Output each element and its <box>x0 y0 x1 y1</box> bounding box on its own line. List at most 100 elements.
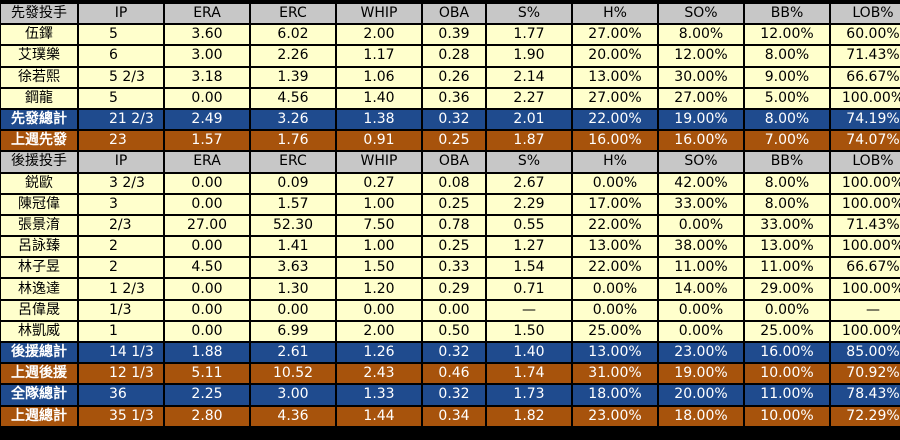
stat-lob: 100.00% <box>831 88 900 108</box>
stat-erc: 1.30 <box>251 279 335 299</box>
stat-bb: 8.00% <box>745 109 829 130</box>
stat-oba: 0.46 <box>423 364 485 384</box>
stat-whip: 2.43 <box>337 364 421 384</box>
stat-so: 14.00% <box>659 279 743 299</box>
stat-erc: 0.00 <box>251 300 335 320</box>
stat-ip: 3 <box>79 194 163 214</box>
stat-h: 23.00% <box>573 406 657 426</box>
stat-oba: 0.33 <box>423 258 485 278</box>
column-header: IP <box>79 4 163 24</box>
stat-h: 22.00% <box>573 258 657 278</box>
stat-era: 3.18 <box>165 67 249 87</box>
column-header: SO% <box>659 152 743 172</box>
stat-oba: 0.25 <box>423 194 485 214</box>
stat-ip: 3 2/3 <box>79 173 163 193</box>
pitcher-name: 鋼龍 <box>1 88 77 108</box>
stat-h: 17.00% <box>573 194 657 214</box>
stat-erc: 52.30 <box>251 215 335 236</box>
stat-lob: 85.00% <box>831 343 900 363</box>
column-header: LOB% <box>831 152 900 172</box>
stat-so: 27.00% <box>659 88 743 108</box>
stat-oba: 0.25 <box>423 131 485 151</box>
stat-era: 2.80 <box>165 406 249 426</box>
stat-era: 0.00 <box>165 194 249 214</box>
relievers-total-row: 後援總計 14 1/3 1.88 2.61 1.26 0.32 1.40 13.00% 23.0… <box>1 343 900 363</box>
stat-so: 33.00% <box>659 194 743 214</box>
column-header: OBA <box>423 4 485 24</box>
stat-h: 16.00% <box>573 131 657 151</box>
stat-whip: 1.26 <box>337 343 421 363</box>
stat-whip: 1.06 <box>337 67 421 87</box>
stat-oba: 0.78 <box>423 215 485 236</box>
team-total-row: 全隊總計 36 2.25 3.00 1.33 0.32 1.73 18.00% 20.00% 11… <box>1 385 900 405</box>
stat-h: 0.00% <box>573 300 657 320</box>
stat-lob: 100.00% <box>831 321 900 341</box>
stat-so: 8.00% <box>659 25 743 45</box>
section-header-label: 先發投手 <box>1 4 77 24</box>
stat-erc: 1.41 <box>251 237 335 257</box>
stat-ip: 2/3 <box>79 215 163 236</box>
pitcher-name: 林凱威 <box>1 321 77 341</box>
stat-erc: 0.09 <box>251 173 335 193</box>
stat-bb: 8.00% <box>745 46 829 66</box>
stat-so: 16.00% <box>659 131 743 151</box>
stat-h: 18.00% <box>573 385 657 405</box>
stat-lob: 66.67% <box>831 67 900 87</box>
stat-h: 25.00% <box>573 321 657 341</box>
stat-so: 20.00% <box>659 385 743 405</box>
stat-bb: 13.00% <box>745 237 829 257</box>
table-row: 張景淯 2/3 27.00 52.30 7.50 0.78 0.55 22.00% 0.00% 3… <box>1 215 900 236</box>
stat-h: 0.00% <box>573 279 657 299</box>
stat-erc: 1.57 <box>251 194 335 214</box>
stat-s: 1.54 <box>487 258 571 278</box>
stat-so: 30.00% <box>659 67 743 87</box>
stat-era: 1.88 <box>165 343 249 363</box>
stat-ip: 36 <box>79 385 163 405</box>
stat-era: 1.57 <box>165 131 249 151</box>
stat-lob: 74.07% <box>831 131 900 151</box>
table-row: 艾璞樂 6 3.00 2.26 1.17 0.28 1.90 20.00% 12.00% 8.00… <box>1 46 900 66</box>
stat-ip: 23 <box>79 131 163 151</box>
column-header: S% <box>487 152 571 172</box>
stat-s: 1.73 <box>487 385 571 405</box>
stat-s: 2.14 <box>487 67 571 87</box>
stat-so: 18.00% <box>659 406 743 426</box>
starters-total-row: 先發總計 21 2/3 2.49 3.26 1.38 0.32 2.01 22.00% 19.0… <box>1 109 900 130</box>
stat-oba: 0.00 <box>423 300 485 320</box>
stat-oba: 0.39 <box>423 25 485 45</box>
stat-whip: 0.27 <box>337 173 421 193</box>
stat-bb: 10.00% <box>745 364 829 384</box>
table-row: 鋼龍 5 0.00 4.56 1.40 0.36 2.27 27.00% 27.00% 5.00%… <box>1 88 900 108</box>
stat-so: 19.00% <box>659 109 743 130</box>
relievers-header-row: 後援投手 IP ERA ERC WHIP OBA S% H% SO% BB% LOB% <box>1 152 900 172</box>
stat-whip: 1.33 <box>337 385 421 405</box>
pitcher-name: 張景淯 <box>1 215 77 236</box>
column-header: IP <box>79 152 163 172</box>
stat-era: 27.00 <box>165 215 249 236</box>
column-header: WHIP <box>337 152 421 172</box>
stat-whip: 1.38 <box>337 109 421 130</box>
stat-lob: 70.92% <box>831 364 900 384</box>
stat-whip: 1.20 <box>337 279 421 299</box>
stat-ip: 5 <box>79 88 163 108</box>
table-row: 鋭歐 3 2/3 0.00 0.09 0.27 0.08 2.67 0.00% 42.00% 8.… <box>1 173 900 193</box>
stat-so: 42.00% <box>659 173 743 193</box>
stat-s: — <box>487 300 571 320</box>
stat-h: 13.00% <box>573 67 657 87</box>
stat-era: 0.00 <box>165 300 249 320</box>
stat-oba: 0.32 <box>423 385 485 405</box>
stat-so: 0.00% <box>659 300 743 320</box>
stat-bb: 0.00% <box>745 300 829 320</box>
pitcher-name: 林逸達 <box>1 279 77 299</box>
pitcher-name: 林子昱 <box>1 258 77 278</box>
stat-bb: 11.00% <box>745 385 829 405</box>
stat-whip: 1.00 <box>337 194 421 214</box>
stat-whip: 0.00 <box>337 300 421 320</box>
table-body: 先發投手 IP ERA ERC WHIP OBA S% H% SO% BB% LOB% 伍鐸 5 3.60… <box>1 4 900 426</box>
stat-bb: 29.00% <box>745 279 829 299</box>
stat-s: 1.87 <box>487 131 571 151</box>
stat-lob: 100.00% <box>831 173 900 193</box>
stat-so: 12.00% <box>659 46 743 66</box>
stat-s: 2.27 <box>487 88 571 108</box>
